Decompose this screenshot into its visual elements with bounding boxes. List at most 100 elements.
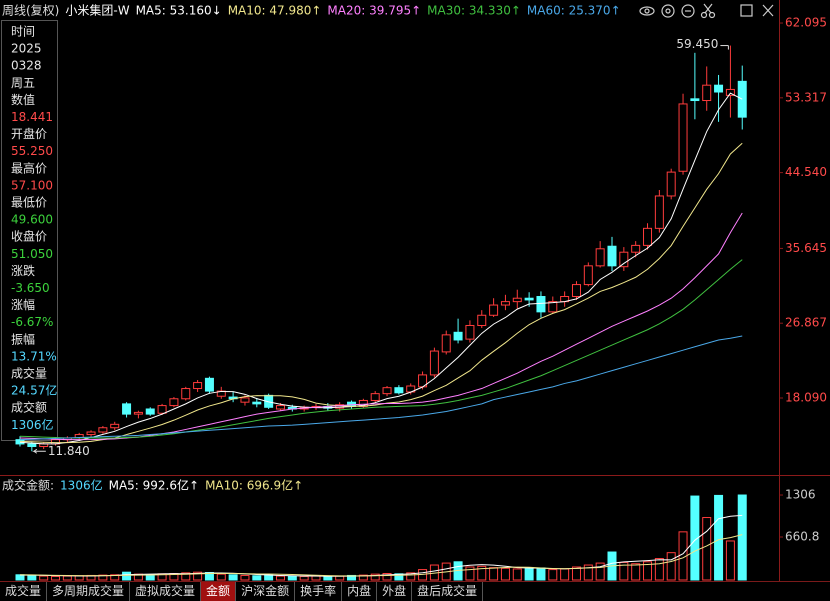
tab[interactable]: 盘后成交量 — [412, 582, 484, 601]
candle-body — [441, 334, 451, 353]
candle-body — [643, 227, 653, 246]
volume-bar — [323, 575, 333, 581]
eye-icon[interactable] — [639, 6, 655, 16]
info-text: 49.600 — [11, 213, 53, 227]
tab[interactable]: 金额 — [201, 582, 237, 601]
volume-bar — [406, 572, 416, 581]
settings-icon[interactable] — [661, 4, 675, 18]
candle-body — [157, 405, 167, 414]
candle-body — [275, 405, 285, 410]
info-text: 振幅 — [11, 331, 35, 346]
candle-body — [607, 245, 617, 267]
close-icon[interactable] — [762, 4, 774, 17]
ma-line — [19, 534, 743, 577]
volume-bar — [548, 569, 558, 581]
info-text: 13.71% — [11, 349, 57, 363]
legend-entry: MA10: 696.9亿↑ — [205, 478, 303, 493]
candle-body — [98, 427, 108, 433]
volume-bar — [500, 567, 510, 581]
candle-body — [548, 301, 558, 313]
volume-bar — [394, 573, 404, 581]
tab[interactable]: 换手率 — [295, 582, 343, 601]
candle-body — [335, 404, 345, 409]
maximize-icon[interactable] — [740, 4, 753, 17]
tab[interactable]: 多周期成交量 — [47, 582, 131, 601]
candle-body — [714, 84, 724, 93]
chart-title: 成交金额: — [2, 478, 54, 493]
info-text: 0328 — [11, 59, 42, 73]
volume-bar — [725, 540, 735, 581]
y-tick-label: 44.540 — [785, 165, 827, 179]
tab[interactable]: 虚拟成交量 — [130, 582, 202, 601]
candle-body — [252, 401, 262, 405]
candle-body — [583, 265, 593, 286]
volume-bar — [737, 494, 747, 581]
candle-body — [370, 393, 380, 401]
volume-bar — [110, 574, 120, 581]
candle-body — [666, 171, 676, 197]
legend-entry: MA5: 53.160↓ — [136, 4, 222, 18]
cut-icon[interactable] — [700, 3, 716, 19]
candle-body — [595, 248, 605, 267]
volume-bar — [358, 574, 368, 581]
candle-body — [654, 195, 664, 229]
candle-body — [27, 443, 37, 447]
lock-icon[interactable] — [681, 4, 695, 18]
legend-entry: MA20: 39.795↑ — [327, 4, 421, 18]
y-tick-label: 1306 — [785, 488, 816, 502]
candle-body — [382, 387, 392, 395]
volume-bar — [595, 562, 605, 581]
info-text: 数值 — [11, 92, 35, 107]
candle-body — [465, 324, 475, 340]
volume-bar — [287, 575, 297, 581]
volume-bar — [181, 572, 191, 581]
tab[interactable]: 沪深金额 — [236, 582, 296, 601]
min-marker — [32, 448, 46, 454]
volume-bar — [122, 571, 132, 581]
y-tick-label: 18.090 — [785, 391, 827, 405]
volume-bar — [264, 574, 274, 581]
volume-bar — [536, 567, 546, 581]
volume-bar — [275, 575, 285, 581]
volume-bar — [228, 574, 238, 581]
tab-bar: 成交量 多周期成交量 虚拟成交量 金额 沪深金额 换手率 内盘 外盘 盘后成交量 — [0, 581, 830, 601]
tab[interactable]: 外盘 — [377, 582, 413, 601]
info-text: 55.250 — [11, 144, 53, 158]
y-tick-label: 53.317 — [785, 90, 827, 104]
min-label: 11.840 — [48, 444, 90, 458]
volume-bar — [560, 568, 570, 581]
chart-title-value: 1306亿 — [60, 478, 103, 493]
info-text: 开盘价 — [11, 126, 47, 141]
info-text: 周五 — [11, 76, 35, 90]
info-text: 收盘价 — [11, 229, 47, 244]
candle-body — [512, 297, 522, 303]
y-tick-label: 62.095 — [785, 16, 827, 30]
ma-line — [19, 142, 743, 444]
candle-body — [571, 284, 581, 298]
legend-entry: MA60: 25.370↑ — [527, 4, 621, 18]
info-text: 18.441 — [11, 110, 53, 124]
volume-bar — [240, 574, 250, 581]
volume-bar — [299, 575, 309, 581]
candle-body — [240, 397, 250, 403]
candle-body — [619, 251, 629, 268]
candle-body — [690, 98, 700, 102]
tab[interactable]: 内盘 — [342, 582, 378, 601]
volume-bar — [311, 575, 321, 581]
candle-body — [725, 88, 735, 96]
info-text: 51.050 — [11, 247, 53, 261]
y-tick-label: 26.867 — [785, 316, 827, 330]
legend-entry: MA30: 34.330↑ — [427, 4, 521, 18]
info-text: 成交额 — [11, 400, 47, 415]
toolbar — [639, 3, 774, 19]
info-text: 2025 — [11, 42, 42, 56]
volume-bar — [62, 575, 72, 581]
volume-bar — [477, 565, 487, 581]
tab[interactable]: 成交量 — [0, 582, 48, 601]
info-text: -6.67% — [11, 315, 53, 329]
volume-bar — [465, 566, 475, 581]
volume-bar — [654, 558, 664, 581]
y-tick-label: 35.645 — [785, 241, 827, 255]
volume-bar — [571, 566, 581, 581]
